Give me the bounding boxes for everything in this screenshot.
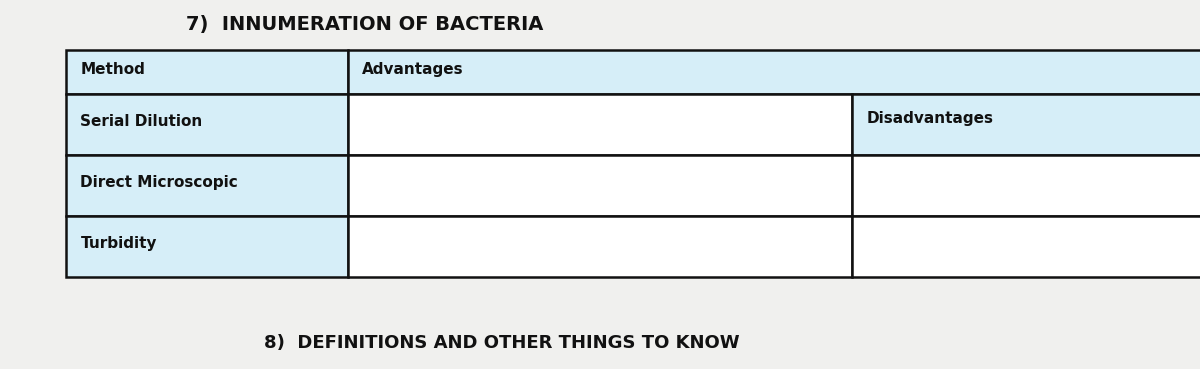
- Text: Direct Microscopic: Direct Microscopic: [80, 175, 238, 190]
- FancyBboxPatch shape: [348, 155, 852, 216]
- FancyBboxPatch shape: [66, 94, 348, 155]
- Text: Disadvantages: Disadvantages: [866, 111, 994, 126]
- FancyBboxPatch shape: [348, 216, 852, 277]
- Text: 7)  INNUMERATION OF BACTERIA: 7) INNUMERATION OF BACTERIA: [186, 15, 544, 34]
- Text: Method: Method: [80, 62, 145, 77]
- FancyBboxPatch shape: [348, 50, 1200, 94]
- Text: Serial Dilution: Serial Dilution: [80, 114, 203, 129]
- FancyBboxPatch shape: [852, 216, 1200, 277]
- FancyBboxPatch shape: [852, 94, 1200, 155]
- Text: 8)  DEFINITIONS AND OTHER THINGS TO KNOW: 8) DEFINITIONS AND OTHER THINGS TO KNOW: [264, 334, 739, 352]
- FancyBboxPatch shape: [852, 155, 1200, 216]
- FancyBboxPatch shape: [66, 155, 348, 216]
- FancyBboxPatch shape: [348, 94, 852, 155]
- FancyBboxPatch shape: [66, 50, 348, 94]
- Text: Advantages: Advantages: [362, 62, 464, 77]
- Text: Turbidity: Turbidity: [80, 236, 157, 251]
- FancyBboxPatch shape: [66, 216, 348, 277]
